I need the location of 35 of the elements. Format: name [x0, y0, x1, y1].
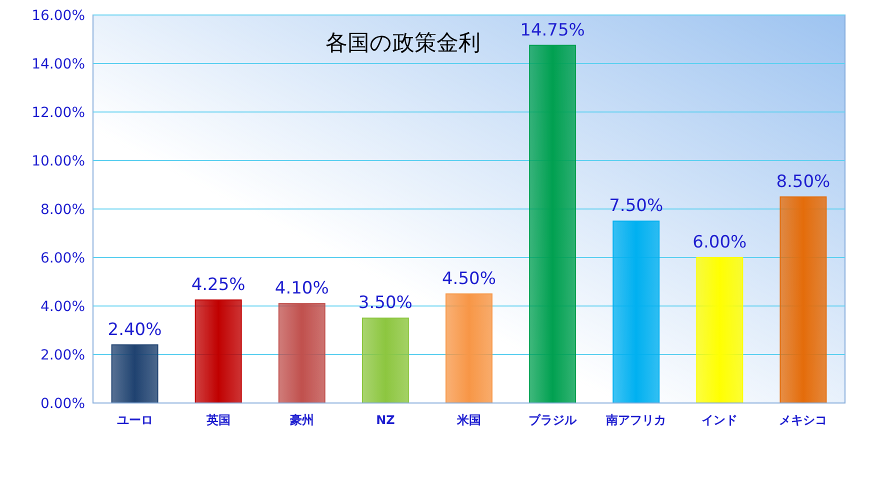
bar	[446, 293, 492, 404]
bar	[111, 344, 158, 404]
y-tick-label: 16.00%	[32, 8, 85, 24]
x-tick-label: 米国	[456, 413, 481, 427]
x-tick-label: メキシコ	[779, 413, 828, 427]
data-label: 14.75%	[520, 20, 585, 40]
y-tick-label: 6.00%	[40, 250, 85, 266]
bar	[696, 257, 744, 404]
x-tick-label: ユーロ	[116, 413, 153, 427]
bar	[194, 299, 242, 404]
y-tick-label: 2.00%	[40, 348, 85, 364]
data-label: 6.00%	[692, 232, 747, 252]
data-label: 4.25%	[191, 274, 246, 295]
y-tick-label: 4.00%	[40, 299, 85, 315]
x-tick-label: 英国	[205, 413, 230, 427]
bar	[529, 44, 576, 404]
x-tick-label: 豪州	[288, 413, 314, 427]
y-tick-label: 8.00%	[40, 202, 85, 218]
y-tick-label: 10.00%	[32, 154, 85, 170]
y-tick-label: 0.00%	[40, 396, 85, 412]
x-tick-label: ブラジル	[528, 413, 578, 427]
data-label: 4.50%	[442, 268, 496, 289]
x-tick-label: 南アフリカ	[605, 413, 666, 427]
data-label: 8.50%	[776, 172, 830, 192]
x-tick-label: インド	[702, 413, 738, 427]
text: 各国の政策金利	[326, 31, 480, 56]
x-tick-label: NZ	[376, 413, 396, 427]
bar	[362, 318, 409, 404]
bar	[780, 196, 827, 404]
bar	[612, 220, 660, 404]
data-label: 2.40%	[108, 320, 162, 340]
y-tick-label: 14.00%	[32, 56, 85, 72]
bar	[278, 303, 326, 404]
data-label: 4.10%	[274, 278, 329, 299]
y-tick-label: 12.00%	[32, 105, 85, 121]
